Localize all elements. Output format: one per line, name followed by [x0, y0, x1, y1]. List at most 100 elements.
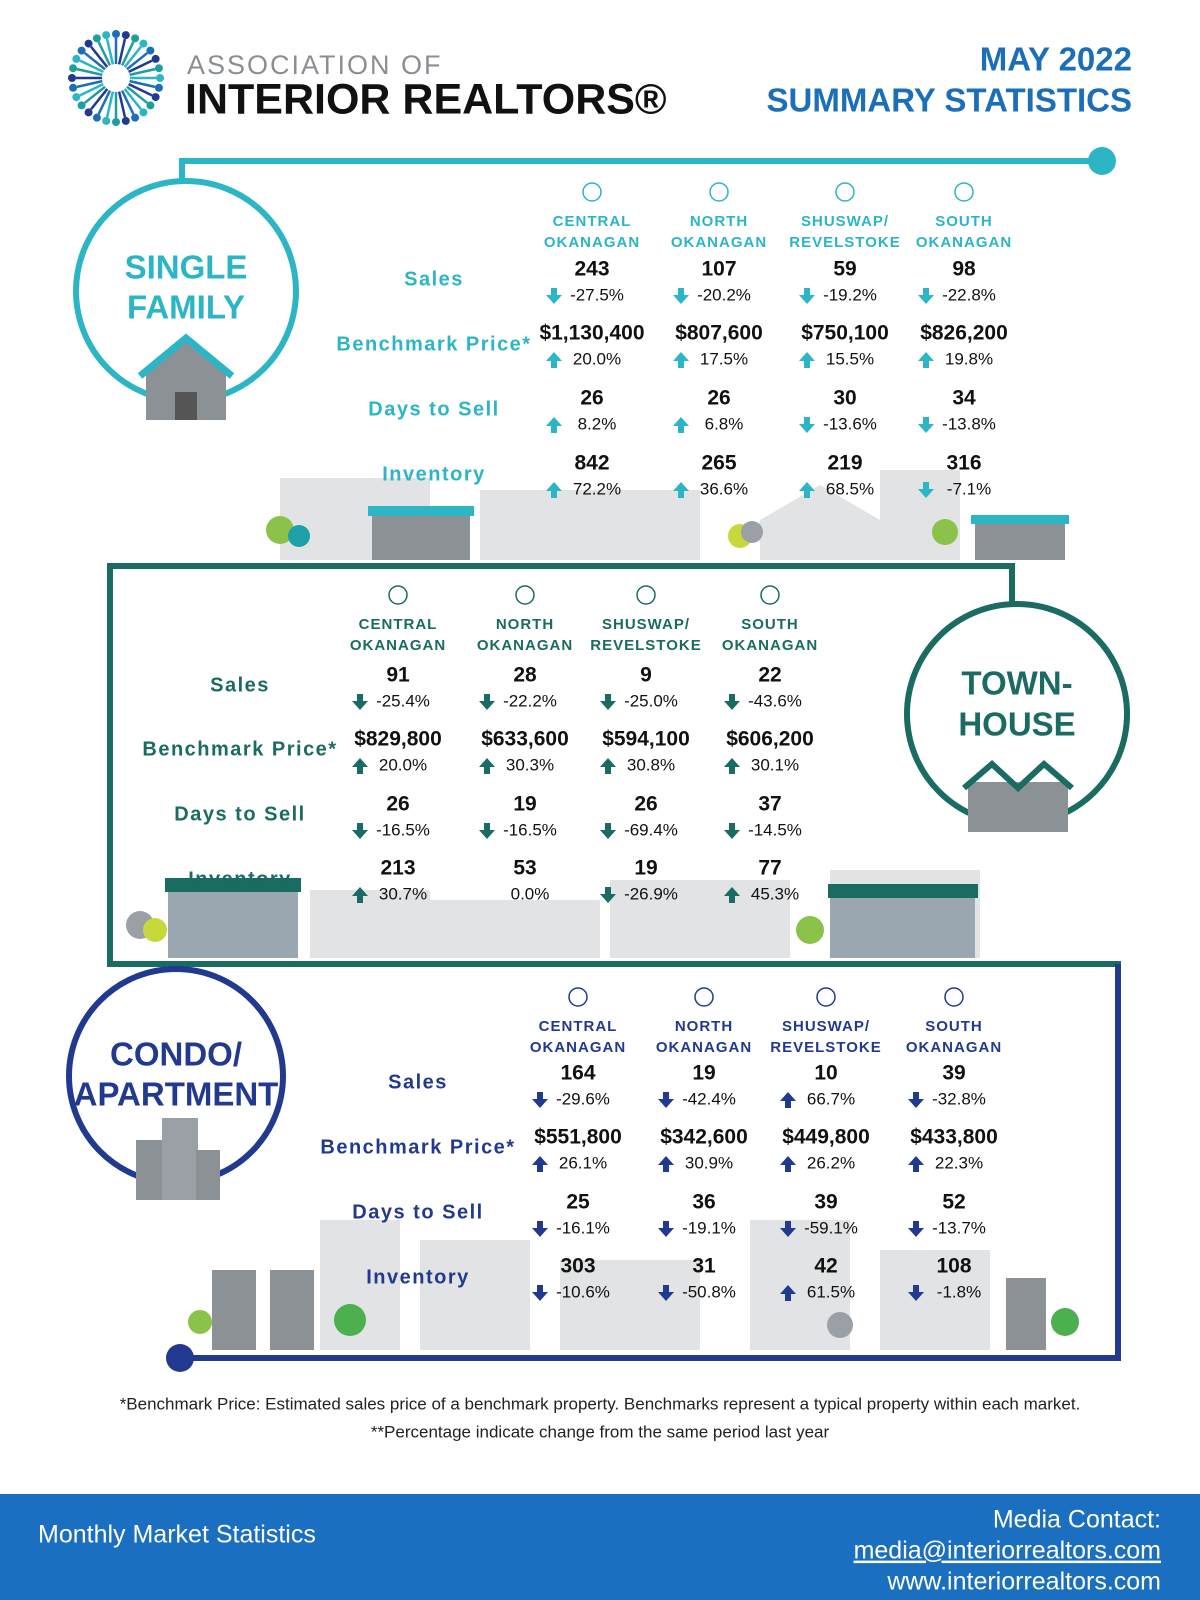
metric-value: $826,200 [920, 322, 1008, 345]
metric-change: 17.5% [700, 349, 748, 368]
metric-value: 36 [692, 1191, 715, 1214]
tree [188, 1310, 212, 1334]
metric-change: -25.4% [376, 691, 430, 710]
house [266, 506, 1069, 560]
region-name: SHUSWAP/ [782, 1018, 870, 1035]
condo-icon [196, 1150, 220, 1200]
arrow-up [546, 352, 562, 368]
metric-change: 66.7% [807, 1089, 855, 1108]
building [610, 880, 790, 958]
arrow-down [600, 887, 616, 903]
house-body [975, 523, 1065, 560]
arrow-down [799, 288, 815, 304]
skyline-townhouse [126, 870, 980, 958]
region-icon [954, 182, 974, 202]
logo-dot [68, 74, 76, 82]
region-name: SOUTH [925, 1018, 983, 1035]
building [430, 900, 600, 958]
metric-value: 243 [574, 258, 609, 281]
arrow-down [658, 1221, 674, 1237]
region-name: OKANAGAN [656, 1039, 752, 1056]
contact-email[interactable]: media@interiorrealtors.com [854, 1537, 1161, 1565]
logo-ray [90, 88, 109, 111]
metric-change: -25.0% [624, 691, 678, 710]
region-name: CENTRAL [359, 616, 438, 633]
metric-change: -27.5% [570, 285, 624, 304]
metric-change: -13.7% [932, 1218, 986, 1237]
metric-change: -1.8% [937, 1282, 981, 1301]
region-name: SHUSWAP/ [602, 616, 690, 633]
logo-dot [139, 108, 148, 117]
logo-ray [105, 38, 115, 65]
metric-value: 34 [952, 387, 976, 410]
metric-value: 164 [560, 1062, 595, 1085]
region-name: NORTH [690, 213, 748, 230]
condo-icon [162, 1118, 198, 1200]
metric-change: -13.8% [942, 414, 996, 433]
townhouse-roof-icon [962, 759, 1074, 793]
arrow-up [724, 887, 740, 903]
logo-ray [79, 82, 104, 97]
logo-dot [154, 64, 163, 73]
arrow-down [799, 417, 815, 433]
logo-dot [77, 46, 86, 55]
metric-value: 26 [386, 793, 409, 816]
metric-value: 91 [386, 664, 410, 687]
logo-ray [117, 91, 127, 118]
building [560, 1260, 700, 1350]
tree [266, 516, 294, 544]
region-icon [515, 585, 535, 605]
metric-value: 98 [952, 258, 976, 281]
metric-value: 52 [942, 1191, 965, 1214]
logo-ray [128, 59, 153, 74]
logo-dot [77, 101, 86, 110]
logo-ray [123, 88, 142, 111]
logo-dot [146, 46, 155, 55]
arrow-up [780, 1285, 796, 1301]
logo-dot [151, 93, 160, 102]
arrow-down [908, 1092, 924, 1108]
arrow-down [600, 694, 616, 710]
logo-ray [128, 82, 153, 97]
metric-change: 20.0% [573, 349, 621, 368]
metric-change: -13.6% [823, 414, 877, 433]
title-line1: MAY 2022 [980, 41, 1132, 78]
metric-change: 15.5% [826, 349, 874, 368]
metric-change: -16.5% [376, 820, 430, 839]
region-name: OKANAGAN [530, 1039, 626, 1056]
arrow-down [673, 288, 689, 304]
arrow-up [600, 758, 616, 774]
skyline-condo [188, 1220, 1079, 1350]
metric-change: 68.5% [826, 479, 874, 498]
connectors [107, 158, 1121, 1361]
region-name: OKANAGAN [916, 234, 1012, 251]
logo-dot [151, 54, 160, 63]
region-name: SOUTH [741, 616, 799, 633]
metric-value: 77 [758, 857, 781, 880]
metric-name: Days to Sell [352, 1201, 483, 1223]
metric-change: -7.1% [947, 479, 991, 498]
logo-ray [105, 91, 115, 118]
arrow-up [532, 1156, 548, 1172]
townhouse-row [830, 896, 975, 958]
metric-value: 108 [936, 1255, 971, 1278]
logo-ray [76, 67, 103, 77]
section-label: TOWN- [961, 665, 1072, 702]
arrow-up [799, 352, 815, 368]
arrow-up [908, 1156, 924, 1172]
building [310, 890, 430, 958]
metric-change: -16.1% [556, 1218, 610, 1237]
logo-ray [90, 45, 109, 68]
arrow-down [658, 1285, 674, 1301]
logo-dot [102, 116, 111, 125]
house-roof [971, 515, 1069, 524]
metric-value: 37 [758, 793, 781, 816]
metric-change: -10.6% [556, 1282, 610, 1301]
footnote: *Benchmark Price: Estimated sales price … [120, 1394, 1081, 1413]
logo-dot [154, 83, 163, 92]
website[interactable]: www.interiorrealtors.com [886, 1568, 1161, 1596]
metric-value: 26 [634, 793, 657, 816]
region-name: SHUSWAP/ [801, 213, 889, 230]
metric-change: -26.9% [624, 884, 678, 903]
